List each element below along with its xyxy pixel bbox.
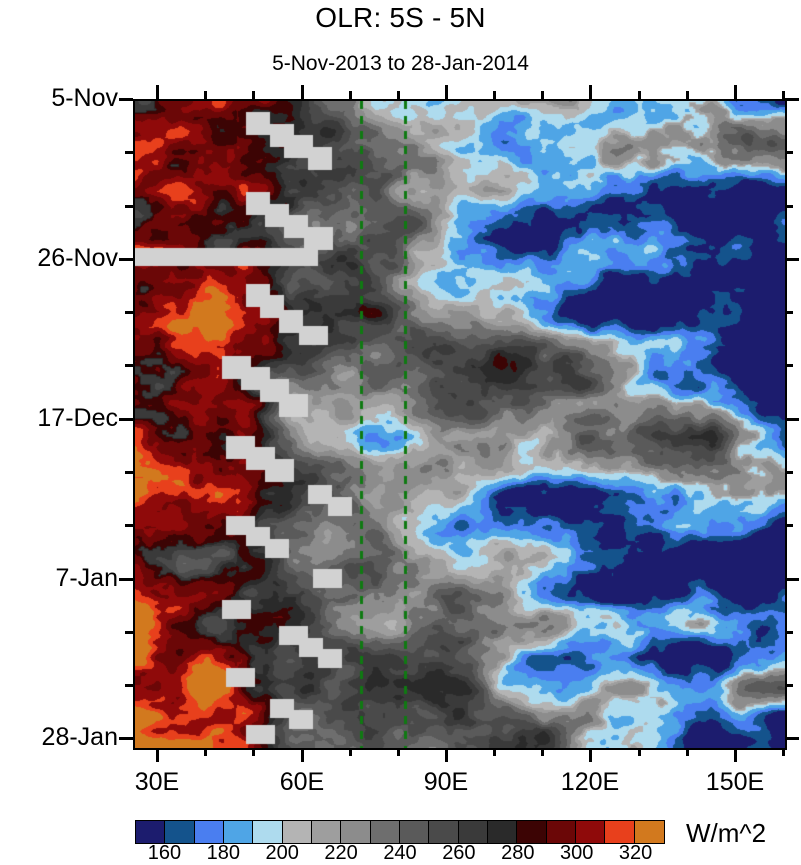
x-axis-label: 30E	[134, 768, 180, 796]
x-tick-major-top	[589, 85, 592, 99]
colorbar-tick-label: 280	[501, 842, 535, 864]
colorbar-tick-label: 180	[206, 842, 241, 864]
x-axis-label: 90E	[423, 768, 469, 796]
y-tick-minor	[125, 151, 133, 154]
x-tick-minor	[782, 748, 785, 756]
colorbar	[135, 820, 665, 844]
y-axis-label: 28-Jan	[41, 723, 118, 751]
y-tick-minor	[125, 205, 133, 208]
x-tick-major-top	[445, 85, 448, 99]
y-tick-major-right	[785, 578, 799, 581]
y-tick-major-right	[785, 98, 799, 101]
colorbar-swatch	[458, 821, 488, 843]
x-tick-major-top	[734, 85, 737, 99]
y-tick-minor-right	[785, 311, 793, 314]
x-tick-major-top	[301, 85, 304, 99]
y-tick-major-right	[785, 258, 799, 261]
colorbar-swatch	[575, 821, 606, 843]
y-tick-major-right	[785, 418, 799, 421]
x-tick-major-top	[156, 85, 159, 99]
colorbar-swatch	[634, 821, 664, 843]
colorbar-swatch	[136, 821, 166, 843]
colorbar-swatch	[546, 821, 576, 843]
green-dashed-lines-overlay	[135, 101, 785, 748]
x-tick-minor	[638, 748, 641, 756]
colorbar-swatch	[165, 821, 195, 843]
x-axis-label: 150E	[705, 768, 765, 796]
y-axis-label: 17-Dec	[37, 404, 118, 432]
colorbar-tick-label: 260	[442, 842, 476, 864]
x-tick-minor-top	[782, 91, 785, 99]
x-tick-minor	[493, 748, 496, 756]
x-tick-minor-top	[252, 91, 255, 99]
x-tick-minor-top	[638, 91, 641, 99]
y-tick-minor-right	[785, 684, 793, 687]
y-axis-label: 26-Nov	[37, 244, 118, 272]
colorbar-units-label: W/m^2	[686, 818, 767, 848]
colorbar-swatch	[341, 821, 371, 843]
colorbar-swatch	[399, 821, 430, 843]
colorbar-tick-label: 200	[265, 842, 299, 864]
x-tick-major	[445, 748, 448, 762]
y-tick-major-right	[785, 737, 799, 740]
x-tick-major	[156, 748, 159, 762]
y-tick-minor-right	[785, 471, 793, 474]
y-tick-major	[119, 578, 133, 581]
y-tick-minor-right	[785, 524, 793, 527]
colorbar-swatch	[194, 821, 224, 843]
x-tick-major	[734, 748, 737, 762]
y-tick-major	[119, 418, 133, 421]
y-axis-label: 5-Nov	[51, 84, 118, 112]
y-tick-minor	[125, 631, 133, 634]
x-tick-minor-top	[686, 91, 689, 99]
y-tick-major	[119, 737, 133, 740]
y-tick-minor	[125, 311, 133, 314]
colorbar-tick-label: 300	[559, 842, 594, 864]
colorbar-swatch	[370, 821, 400, 843]
colorbar-tick-label: 240	[383, 842, 417, 864]
y-tick-minor-right	[785, 631, 793, 634]
x-tick-minor	[541, 748, 544, 756]
colorbar-swatch	[282, 821, 312, 843]
x-tick-minor	[397, 748, 400, 756]
x-tick-minor	[349, 748, 352, 756]
y-tick-minor-right	[785, 151, 793, 154]
page-title: OLR: 5S - 5N	[315, 2, 486, 33]
x-axis-label: 120E	[560, 768, 620, 796]
x-tick-major	[301, 748, 304, 762]
y-tick-major	[119, 258, 133, 261]
hovmoller-plot	[133, 99, 787, 750]
colorbar-tick-label: 220	[324, 842, 358, 864]
x-tick-minor-top	[204, 91, 207, 99]
colorbar-swatch	[517, 821, 547, 843]
x-tick-minor-top	[349, 91, 352, 99]
colorbar-tick-label: 320	[618, 842, 653, 864]
x-tick-minor-top	[493, 91, 496, 99]
y-axis-label: 7-Jan	[55, 564, 118, 592]
x-tick-minor-top	[541, 91, 544, 99]
y-tick-minor-right	[785, 205, 793, 208]
x-tick-minor-top	[397, 91, 400, 99]
colorbar-tick-label: 160	[147, 842, 182, 864]
x-axis-label: 60E	[279, 768, 325, 796]
page-subtitle: 5-Nov-2013 to 28-Jan-2014	[272, 52, 529, 75]
y-tick-minor-right	[785, 364, 793, 367]
x-tick-minor	[252, 748, 255, 756]
y-tick-minor	[125, 684, 133, 687]
colorbar-swatch	[223, 821, 254, 843]
y-tick-minor	[125, 524, 133, 527]
y-tick-major	[119, 98, 133, 101]
colorbar-swatch	[311, 821, 342, 843]
y-tick-minor	[125, 364, 133, 367]
colorbar-swatch	[487, 821, 518, 843]
colorbar-swatch	[429, 821, 459, 843]
y-tick-minor	[125, 471, 133, 474]
x-tick-major	[589, 748, 592, 762]
colorbar-swatch	[253, 821, 283, 843]
x-tick-minor	[686, 748, 689, 756]
x-tick-minor	[204, 748, 207, 756]
colorbar-swatch	[605, 821, 635, 843]
